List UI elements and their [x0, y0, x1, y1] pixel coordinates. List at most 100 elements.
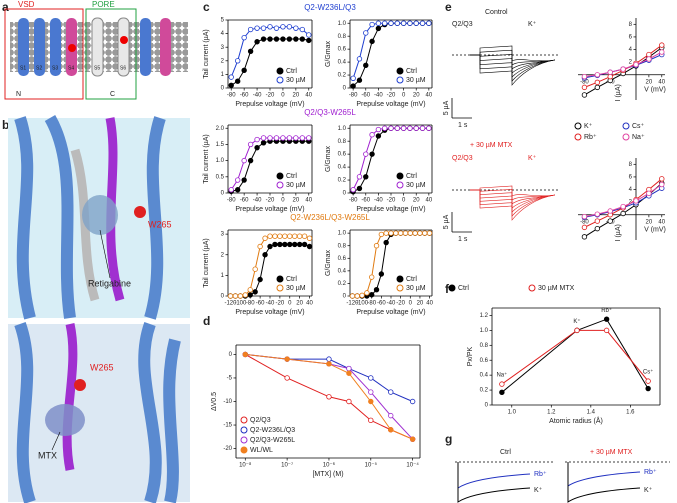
- helix: [14, 115, 166, 320]
- data-point: [499, 389, 505, 396]
- x-axis-label: Atomic radius (Å): [549, 416, 603, 425]
- data-point: [350, 83, 356, 89]
- label: Rb⁺: [644, 469, 657, 476]
- x-tick-label: 20: [646, 79, 653, 85]
- y-tick-label: 0.8: [338, 243, 347, 249]
- structure-image: [8, 324, 190, 502]
- data-point: [254, 144, 260, 151]
- y-tick-label: 0.4: [338, 268, 347, 274]
- y-tick-label: 0: [485, 403, 489, 409]
- data-point: [262, 252, 268, 258]
- helix: [14, 321, 181, 503]
- y-axis-label: G/Gmax: [325, 40, 332, 67]
- data-point: [284, 356, 290, 362]
- x-tick-label: 0: [288, 301, 292, 307]
- y-tick-label: 8: [629, 162, 633, 168]
- x-axis-label: Prepulse voltage (mV): [356, 206, 425, 213]
- data-point: [293, 25, 299, 31]
- label: W265: [148, 219, 172, 229]
- trace: [470, 54, 556, 74]
- legend-label: 30 µM: [406, 77, 426, 84]
- trace: [470, 189, 556, 221]
- y-tick-label: 3: [221, 232, 225, 238]
- data-point: [369, 274, 375, 280]
- data-point: [368, 417, 374, 424]
- legend-label: Cs⁺: [632, 123, 645, 130]
- y-tick-label: 1: [221, 273, 225, 279]
- legend-label: Q2/Q3-W265L: [250, 437, 295, 444]
- data-point: [299, 36, 306, 42]
- data-point: [228, 82, 234, 88]
- y-tick-label: 4: [221, 31, 225, 37]
- label: PORE: [92, 0, 115, 9]
- data-point: [620, 66, 626, 72]
- y-tick-label: 0.6: [338, 256, 347, 262]
- data-point: [292, 241, 298, 248]
- data-point: [368, 389, 374, 395]
- data-point: [581, 73, 588, 80]
- legend-marker: [276, 181, 284, 189]
- data-point: [581, 234, 588, 240]
- data-point: [407, 125, 413, 131]
- data-point: [581, 92, 588, 98]
- data-point: [292, 233, 298, 239]
- x-tick-label: -80: [246, 301, 255, 307]
- trace: [470, 189, 556, 209]
- data-point: [267, 243, 273, 250]
- x-tick-label: 0: [281, 93, 285, 99]
- label: S4: [68, 65, 74, 71]
- y-tick-label: 0.8: [480, 343, 489, 349]
- y-tick-label: 0.8: [338, 139, 347, 145]
- data-point: [581, 224, 588, 231]
- data-point: [282, 233, 288, 239]
- data-point: [247, 26, 254, 33]
- y-tick-label: 2.0: [216, 126, 225, 132]
- trace: [470, 189, 556, 213]
- helix: [117, 17, 130, 77]
- data-point: [373, 287, 380, 293]
- series-line: [501, 318, 649, 393]
- label: K⁺: [534, 487, 543, 494]
- panel-label: f: [445, 282, 450, 296]
- x-tick-label: -20: [387, 93, 396, 99]
- x-tick-label: 20: [413, 198, 420, 204]
- panel-a: VSD PORE S1 S2 S3 S4 S5 S6 N C: [4, 0, 188, 100]
- data-point: [273, 135, 280, 141]
- x-axis-label: V (mV): [644, 227, 666, 234]
- x-tick-label: 20: [413, 93, 420, 99]
- data-point: [301, 241, 308, 248]
- annotation: Rb⁺: [601, 307, 612, 314]
- y-tick-label: 0.4: [480, 373, 489, 379]
- y-tick-label: 1.2: [480, 313, 489, 319]
- y-tick-label: 0: [221, 191, 225, 197]
- data-point: [306, 135, 312, 141]
- data-point: [273, 25, 280, 31]
- label: N: [16, 91, 21, 98]
- x-tick-label: 0: [281, 198, 285, 204]
- data-point: [306, 37, 312, 44]
- data-point: [346, 365, 352, 372]
- y-tick-label: 0.5: [216, 174, 225, 180]
- data-point: [228, 74, 234, 80]
- helix: [18, 18, 29, 76]
- label: 5 µA: [443, 100, 450, 115]
- legend-marker: [622, 122, 630, 130]
- data-point: [267, 233, 273, 239]
- data-point: [388, 230, 394, 236]
- data-point: [388, 20, 394, 26]
- label: W265: [90, 362, 114, 372]
- label: C: [110, 91, 115, 98]
- legend-marker: [276, 284, 284, 292]
- label: + 30 µM MTX: [470, 142, 513, 149]
- data-point: [383, 230, 389, 236]
- y-tick-label: 2: [221, 252, 225, 258]
- x-tick-label: 40: [426, 93, 433, 99]
- data-point: [620, 203, 626, 210]
- annotation: K⁺: [573, 318, 580, 325]
- data-point: [356, 174, 363, 180]
- data-point: [228, 187, 234, 193]
- data-point: [594, 211, 601, 217]
- data-point: [409, 436, 416, 442]
- legend-marker: [276, 76, 284, 84]
- data-point: [363, 62, 369, 69]
